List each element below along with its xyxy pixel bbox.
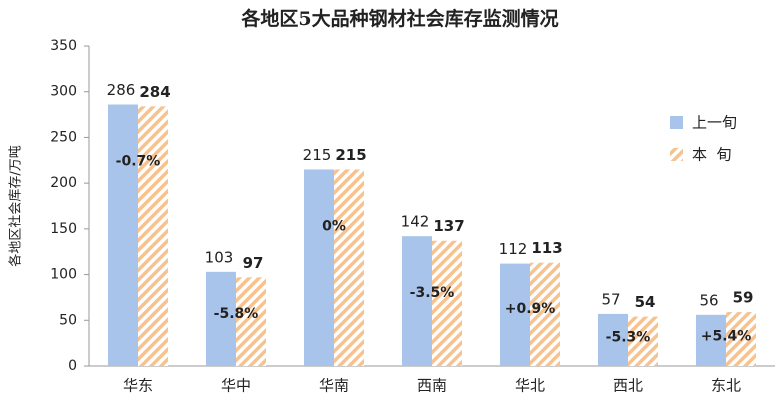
change-label: 0% xyxy=(322,218,346,234)
bar xyxy=(236,277,266,366)
bar xyxy=(628,316,658,366)
change-label: +0.9% xyxy=(505,301,556,317)
y-axis-label: 各地区社会库存/万吨 xyxy=(8,145,24,266)
change-label: -5.8% xyxy=(214,306,259,322)
change-label: -3.5% xyxy=(410,285,455,301)
data-label: 103 xyxy=(205,248,234,266)
x-tick-label: 华东 xyxy=(123,377,153,395)
data-label: 142 xyxy=(401,213,430,231)
bar xyxy=(696,314,726,366)
bar xyxy=(726,312,756,366)
data-label: 59 xyxy=(733,289,754,307)
change-label: -5.3% xyxy=(606,329,651,345)
y-tick-label: 50 xyxy=(59,312,77,328)
y-tick-label: 300 xyxy=(50,84,77,100)
change-label: -0.7% xyxy=(116,154,161,170)
x-tick-label: 华南 xyxy=(319,377,349,395)
bar xyxy=(432,240,462,366)
bar xyxy=(108,104,138,366)
x-tick-label: 西北 xyxy=(613,377,643,395)
data-label: 113 xyxy=(531,239,562,257)
bar xyxy=(598,313,628,366)
bar xyxy=(138,106,168,366)
y-tick-label: 100 xyxy=(50,267,77,283)
bar xyxy=(334,169,364,366)
y-tick-label: 350 xyxy=(50,38,77,54)
legend-label: 本 旬 xyxy=(692,146,732,164)
data-label: 112 xyxy=(499,240,528,258)
y-tick-label: 200 xyxy=(50,175,77,191)
data-label: 57 xyxy=(601,290,620,308)
change-label: +5.4% xyxy=(701,328,752,344)
bar xyxy=(500,263,530,366)
data-label: 284 xyxy=(139,83,170,101)
legend-swatch xyxy=(670,116,683,129)
bar xyxy=(530,262,560,366)
x-tick-label: 华北 xyxy=(515,377,545,395)
bar xyxy=(402,236,432,366)
legend-label: 上一旬 xyxy=(692,114,737,132)
data-label: 137 xyxy=(433,217,464,235)
legend-swatch xyxy=(670,148,683,161)
data-label: 54 xyxy=(635,293,656,311)
bar xyxy=(206,271,236,366)
x-tick-label: 东北 xyxy=(711,377,741,395)
data-label: 286 xyxy=(107,81,136,99)
data-label: 56 xyxy=(699,291,718,309)
y-tick-label: 150 xyxy=(50,221,77,237)
x-tick-label: 西南 xyxy=(417,377,447,395)
data-label: 97 xyxy=(243,254,264,272)
bar xyxy=(304,169,334,366)
y-tick-label: 250 xyxy=(50,129,77,145)
chart-title: 各地区5大品种钢材社会库存监测情况 xyxy=(240,7,558,30)
data-label: 215 xyxy=(335,146,366,164)
y-tick-label: 0 xyxy=(68,358,77,374)
data-label: 215 xyxy=(303,146,332,164)
x-tick-label: 华中 xyxy=(221,377,251,395)
